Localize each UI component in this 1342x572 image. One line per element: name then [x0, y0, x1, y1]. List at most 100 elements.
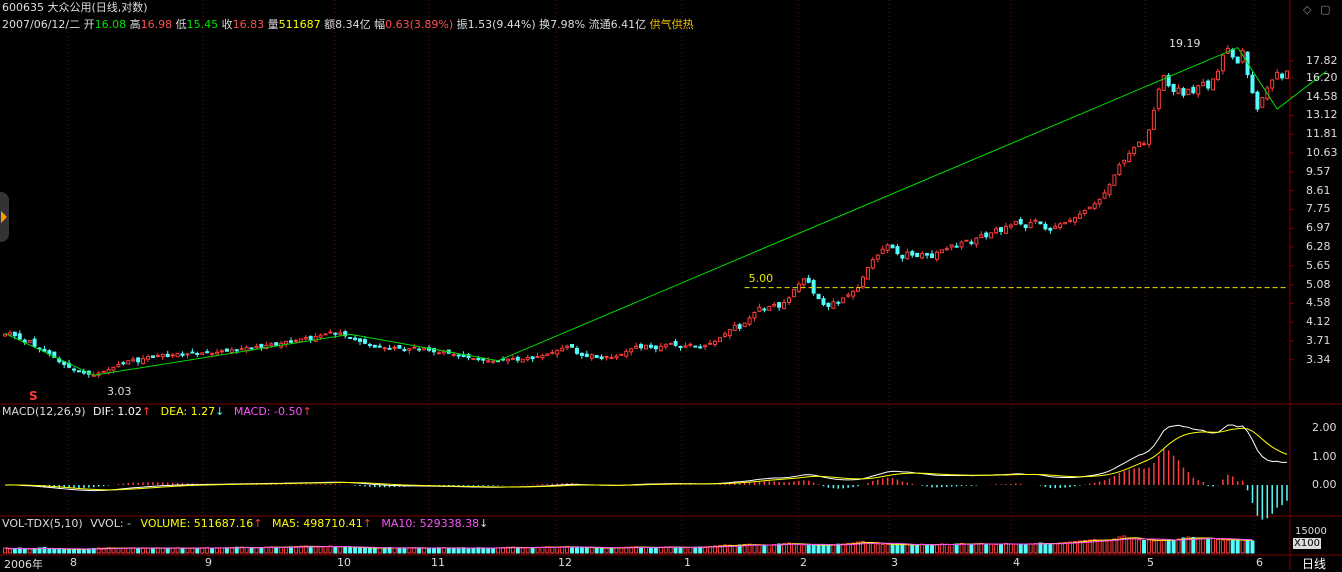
sector-tag[interactable]: 供气供热	[649, 18, 694, 31]
candle-body	[703, 344, 708, 348]
candle-body	[229, 349, 234, 353]
volume-bar	[1166, 539, 1171, 554]
candle-body	[574, 347, 579, 354]
volume-bar	[584, 547, 589, 554]
volume-bar	[1245, 540, 1250, 554]
candle-body	[762, 308, 767, 311]
candle-body	[964, 239, 969, 242]
candle-body	[1058, 223, 1063, 229]
low-value: 15.45	[186, 18, 219, 31]
vol-vvol: VVOL: -	[90, 517, 132, 530]
volume-bar	[969, 543, 974, 554]
open-value: 16.08	[94, 18, 127, 31]
candle-body	[210, 352, 215, 355]
candle-body	[259, 343, 264, 348]
volume-bar	[1097, 539, 1102, 554]
volume-bar	[1053, 543, 1058, 554]
volume-bar	[678, 547, 683, 554]
candle-body	[239, 348, 244, 351]
candle-body	[653, 345, 658, 350]
volume-bar	[801, 544, 806, 554]
candle-body	[1220, 54, 1225, 72]
candle-body	[131, 358, 136, 362]
candle-body	[806, 277, 811, 283]
volume-bar	[609, 547, 614, 554]
candle-body	[348, 336, 353, 339]
stock-title: 600635 大众公用(日线,对数)	[2, 1, 148, 15]
volume-bar	[989, 543, 994, 554]
price-tick-label: 4.58	[1306, 296, 1331, 310]
volume-bar	[264, 546, 269, 554]
candle-body	[1142, 143, 1147, 146]
volume-bar	[1137, 539, 1142, 554]
candle-body	[1038, 221, 1043, 225]
volume-bar	[900, 544, 905, 554]
volume-bar	[42, 547, 47, 554]
candle-body	[634, 345, 639, 349]
volume-bar	[851, 542, 856, 554]
candle-body	[121, 362, 126, 365]
volume-bar	[308, 545, 313, 554]
candle-body	[772, 303, 777, 307]
price-tick-label: 6.28	[1306, 239, 1331, 253]
candle-body	[929, 253, 934, 258]
candle-body	[910, 251, 915, 256]
vol-ma10: MA10: 529338.38	[381, 517, 480, 530]
candle-body	[560, 347, 565, 352]
volume-bar	[806, 544, 811, 554]
candle-body	[1028, 222, 1033, 229]
volume-bar	[1215, 539, 1220, 554]
candle-body	[999, 227, 1004, 232]
candle-body	[451, 353, 456, 356]
period-selector[interactable]: 日线	[1302, 557, 1327, 571]
volume-bar	[328, 545, 333, 554]
candle-body	[668, 342, 673, 345]
candle-body	[1270, 79, 1275, 89]
candle-body	[353, 337, 358, 340]
volume-bar	[185, 547, 190, 554]
candle-body	[254, 345, 259, 349]
volume-bar	[994, 544, 999, 554]
volume-bar	[1161, 539, 1166, 554]
candle-body	[382, 347, 387, 350]
restore-window-icon[interactable]: ▢	[1320, 3, 1331, 16]
diamond-icon[interactable]: ◇	[1303, 3, 1312, 16]
x-tick-label: 11	[431, 556, 445, 569]
volume-bar	[979, 543, 984, 554]
volume-bar	[259, 547, 264, 554]
candle-body	[604, 355, 609, 358]
candle-body	[160, 353, 165, 358]
candle-body	[693, 345, 698, 348]
candle-body	[303, 337, 308, 340]
candle-body	[362, 339, 367, 344]
candle-body	[934, 251, 939, 260]
macd-tick-label: 2.00	[1312, 421, 1337, 434]
candle-body	[269, 343, 274, 346]
candle-body	[1048, 227, 1053, 231]
low-mark-label: 3.03	[107, 385, 132, 398]
volume-bar	[1122, 535, 1127, 554]
candle-body	[865, 266, 870, 280]
high-mark-label: 19.19	[1169, 37, 1201, 50]
volume-bar	[343, 546, 348, 554]
candle-body	[737, 324, 742, 329]
volume-bar	[624, 546, 629, 554]
side-panel-toggle[interactable]	[0, 192, 9, 242]
candle-body	[920, 253, 925, 259]
candle-body	[1087, 206, 1092, 210]
candle-body	[190, 351, 195, 354]
macd-dea: DEA: 1.27	[160, 405, 216, 418]
volume-bar	[944, 543, 949, 554]
volume-bar	[786, 542, 791, 554]
price-tick-label: 5.65	[1306, 258, 1331, 272]
candle-body	[663, 344, 668, 348]
volume-bar	[925, 544, 930, 554]
volume-bar	[910, 544, 915, 554]
volume-bar	[683, 547, 688, 554]
candle-body	[565, 345, 570, 349]
candle-body	[471, 358, 476, 361]
volume-bar	[831, 544, 836, 554]
candle-body	[165, 353, 170, 357]
candle-body	[1068, 219, 1073, 222]
